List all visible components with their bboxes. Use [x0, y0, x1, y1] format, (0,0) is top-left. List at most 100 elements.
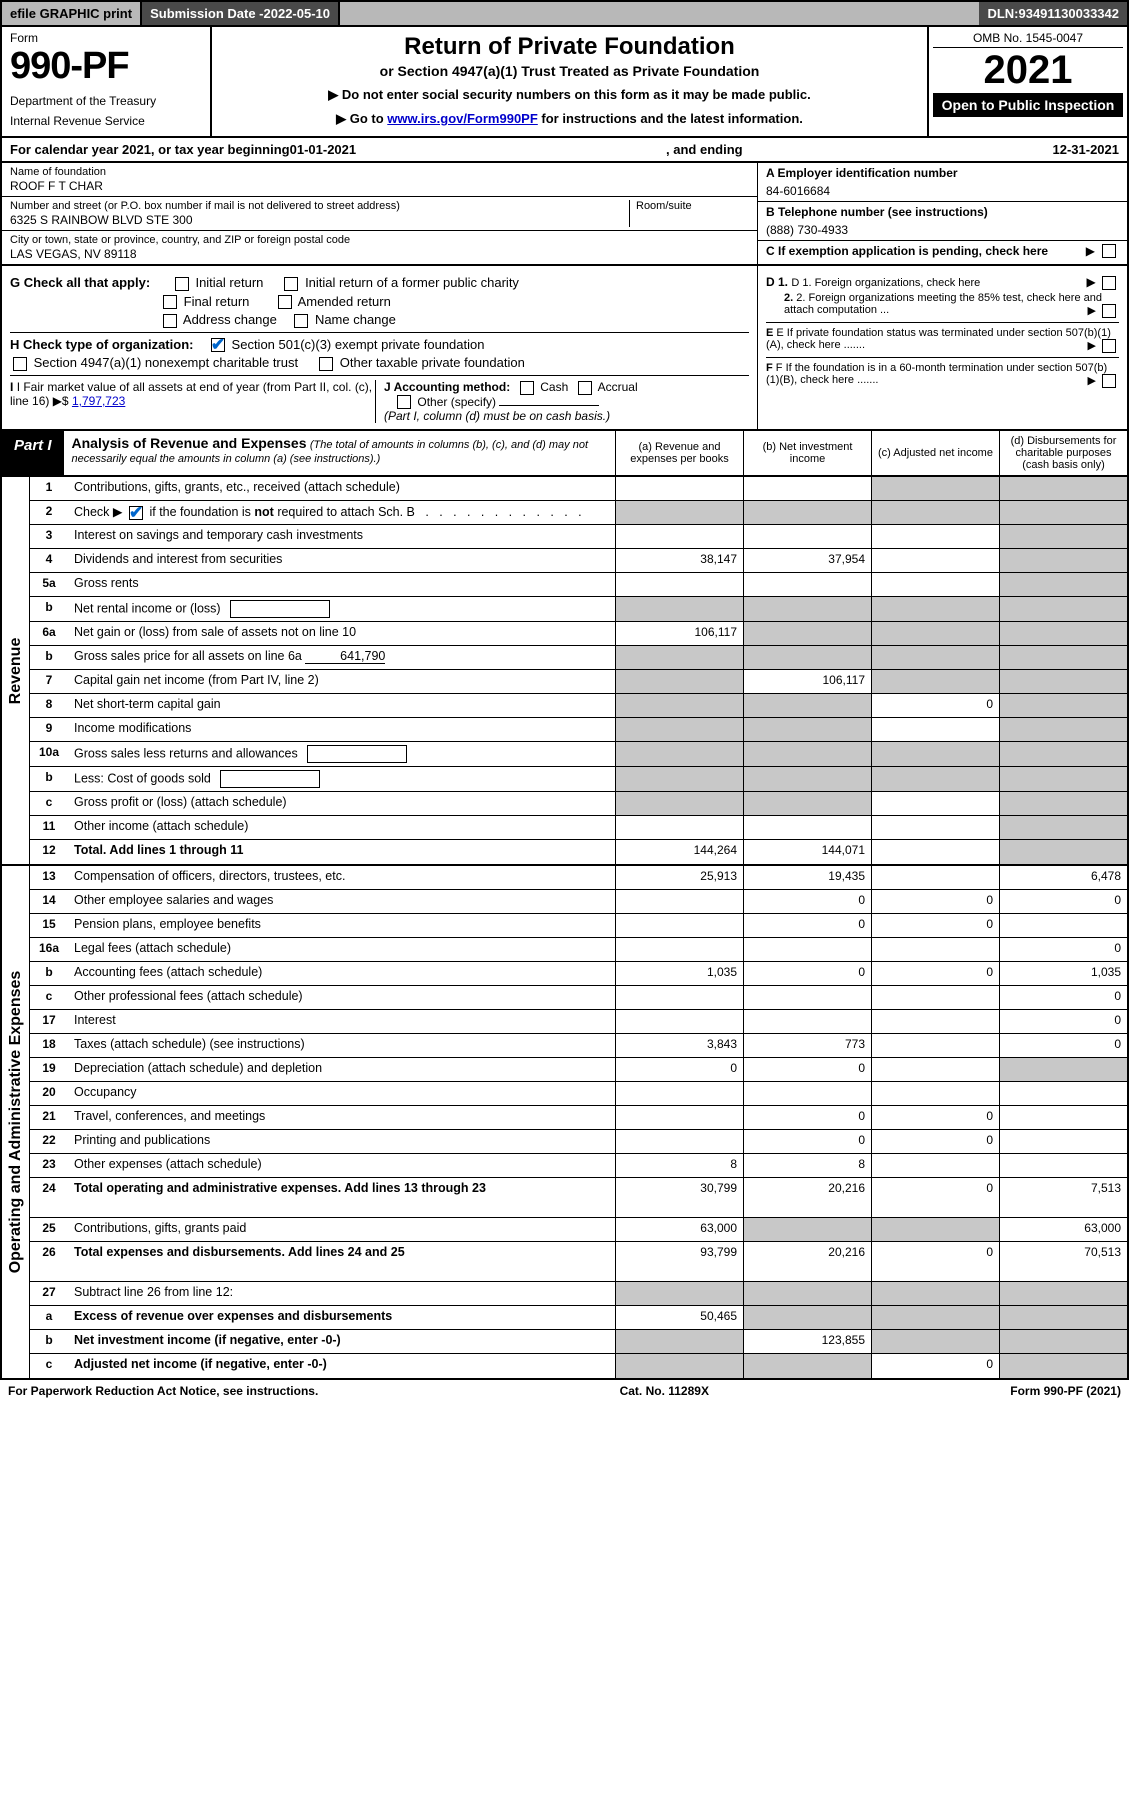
amount-cell: 0: [871, 890, 999, 913]
amount-cell: 8: [743, 1154, 871, 1177]
amount-cell: [871, 525, 999, 548]
amount-cell: 0: [999, 890, 1127, 913]
mid-input-box[interactable]: [307, 745, 407, 763]
header-middle: Return of Private Foundation or Section …: [212, 27, 927, 136]
mid-input-box[interactable]: [230, 600, 330, 618]
chk-address-change[interactable]: [163, 314, 177, 328]
chk-d2[interactable]: [1102, 304, 1116, 318]
amount-cell: 3,843: [615, 1034, 743, 1057]
chk-f[interactable]: [1102, 374, 1116, 388]
line-number: 21: [30, 1106, 68, 1129]
chk-initial-return[interactable]: [175, 277, 189, 291]
amount-cell: 6,478: [999, 866, 1127, 889]
amount-cell: [871, 816, 999, 839]
chk-other-taxable[interactable]: [319, 357, 333, 371]
col-d-header: (d) Disbursements for charitable purpose…: [999, 431, 1127, 475]
exemption-checkbox[interactable]: [1102, 244, 1116, 258]
line-desc: Excess of revenue over expenses and disb…: [68, 1306, 615, 1329]
line-desc: Legal fees (attach schedule): [68, 938, 615, 961]
table-row: 8Net short-term capital gain0: [30, 694, 1127, 718]
checks-block: G Check all that apply: Initial return I…: [0, 266, 1129, 431]
amount-cell: [743, 573, 871, 596]
part1-desc: Analysis of Revenue and Expenses (The to…: [64, 431, 615, 475]
chk-cash[interactable]: [520, 381, 534, 395]
table-row: 9Income modifications: [30, 718, 1127, 742]
line-number: b: [30, 1330, 68, 1353]
table-row: aExcess of revenue over expenses and dis…: [30, 1306, 1127, 1330]
amount-cell: [743, 477, 871, 500]
chk-name-change[interactable]: [294, 314, 308, 328]
h3-label: Other taxable private foundation: [340, 355, 525, 370]
ij-row: I I Fair market value of all assets at e…: [10, 375, 749, 424]
ein: 84-6016684: [766, 184, 1119, 198]
amount-cell: [999, 501, 1127, 524]
line-number: 6a: [30, 622, 68, 645]
fmv-link[interactable]: 1,797,723: [72, 394, 125, 408]
foundation-name-cell: Name of foundation ROOF F T CHAR: [2, 163, 757, 197]
chk-501c3[interactable]: [211, 338, 225, 352]
amount-cell: [871, 1058, 999, 1081]
amount-cell: [871, 670, 999, 693]
amount-cell: [615, 914, 743, 937]
amount-cell: [615, 718, 743, 741]
amount-cell: [999, 622, 1127, 645]
phone-label: B Telephone number (see instructions): [766, 205, 1119, 219]
chk-other-method[interactable]: [397, 395, 411, 409]
amount-cell: 0: [999, 986, 1127, 1009]
table-row: 17Interest0: [30, 1010, 1127, 1034]
line-desc: Gross sales less returns and allowances: [68, 742, 615, 766]
j-label: J Accounting method:: [384, 380, 510, 394]
chk-initial-former[interactable]: [284, 277, 298, 291]
amount-cell: [743, 718, 871, 741]
amount-cell: [871, 1082, 999, 1105]
chk-d1[interactable]: [1102, 276, 1116, 290]
amount-cell: [999, 597, 1127, 621]
line-number: 27: [30, 1282, 68, 1305]
chk-4947a1[interactable]: [13, 357, 27, 371]
amount-cell: 773: [743, 1034, 871, 1057]
form-title: Return of Private Foundation: [222, 33, 917, 61]
amount-cell: [871, 477, 999, 500]
table-row: 5aGross rents: [30, 573, 1127, 597]
amount-cell: [615, 1106, 743, 1129]
city: LAS VEGAS, NV 89118: [10, 247, 749, 261]
table-row: 27Subtract line 26 from line 12:: [30, 1282, 1127, 1306]
line-desc: Contributions, gifts, grants paid: [68, 1218, 615, 1241]
amount-cell: 1,035: [615, 962, 743, 985]
chk-accrual[interactable]: [578, 381, 592, 395]
amount-cell: [999, 646, 1127, 669]
chk-e[interactable]: [1102, 339, 1116, 353]
chk-schb[interactable]: [129, 506, 143, 520]
amount-cell: [615, 646, 743, 669]
table-row: 2Check ▶ if the foundation is not requir…: [30, 501, 1127, 525]
dln-label: DLN:: [987, 6, 1018, 21]
chk-amended-return[interactable]: [278, 295, 292, 309]
g-row3: Address change Name change: [10, 312, 749, 328]
amount-cell: 38,147: [615, 549, 743, 572]
table-row: 7Capital gain net income (from Part IV, …: [30, 670, 1127, 694]
amount-cell: 70,513: [999, 1242, 1127, 1281]
amount-cell: 0: [871, 1106, 999, 1129]
phone-cell: B Telephone number (see instructions) (8…: [758, 202, 1127, 241]
table-row: 6aNet gain or (loss) from sale of assets…: [30, 622, 1127, 646]
amount-cell: [615, 742, 743, 766]
line-desc: Net short-term capital gain: [68, 694, 615, 717]
amount-cell: 63,000: [999, 1218, 1127, 1241]
form-number: 990-PF: [10, 45, 202, 88]
chk-final-return[interactable]: [163, 295, 177, 309]
h2-label: Section 4947(a)(1) nonexempt charitable …: [34, 355, 298, 370]
warn2-post: for instructions and the latest informat…: [538, 111, 803, 126]
amount-cell: [999, 1282, 1127, 1305]
submission-date-label: Submission Date -: [150, 6, 263, 21]
i-label: I Fair market value of all assets at end…: [10, 380, 372, 408]
irs-link[interactable]: www.irs.gov/Form990PF: [387, 111, 538, 126]
line-number: 24: [30, 1178, 68, 1217]
exemption-cell: C If exemption application is pending, c…: [758, 241, 1127, 261]
line-number: 2: [30, 501, 68, 524]
mid-input-box[interactable]: [220, 770, 320, 788]
amount-cell: [743, 742, 871, 766]
amount-cell: [615, 1330, 743, 1353]
line-desc: Printing and publications: [68, 1130, 615, 1153]
line-desc: Subtract line 26 from line 12:: [68, 1282, 615, 1305]
d2-row: 2. 2. Foreign organizations meeting the …: [766, 292, 1119, 316]
